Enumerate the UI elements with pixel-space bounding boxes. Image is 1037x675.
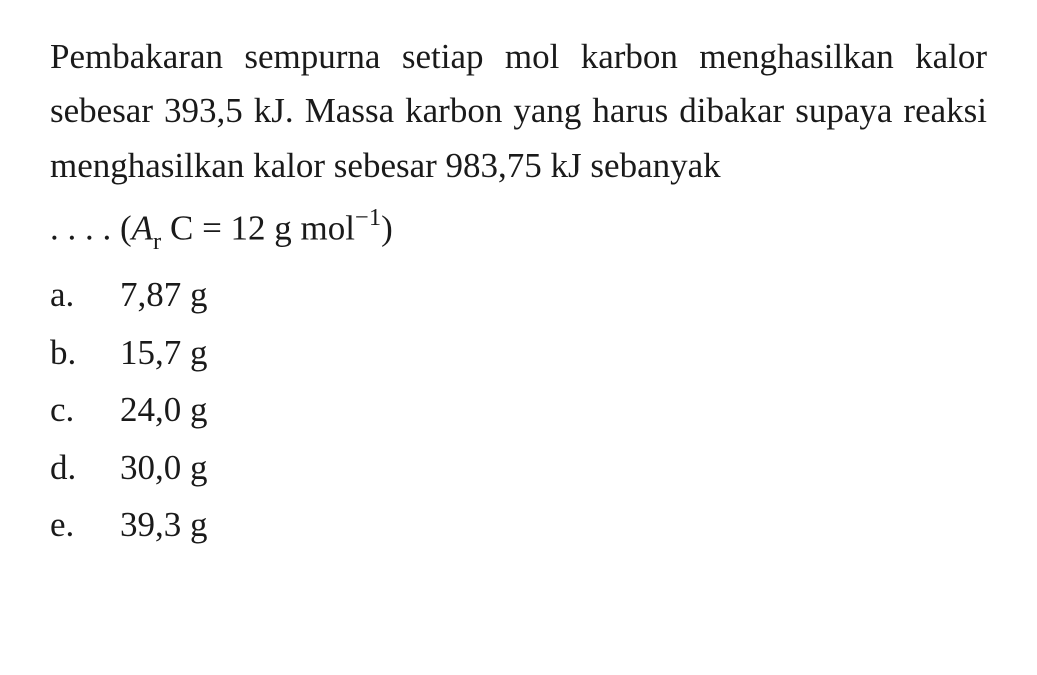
option-letter: b. bbox=[50, 327, 120, 380]
formula-line: . . . . (Ar C = 12 g mol−1) bbox=[50, 201, 987, 260]
question-container: Pembakaran sempurna setiap mol karbon me… bbox=[50, 30, 987, 552]
option-letter: c. bbox=[50, 384, 120, 437]
option-letter: d. bbox=[50, 442, 120, 495]
formula-mid: C = 12 g mol bbox=[161, 208, 355, 247]
formula-suffix: ) bbox=[381, 208, 393, 247]
option-value: 30,0 g bbox=[120, 442, 987, 495]
formula-variable: A bbox=[132, 208, 153, 247]
option-e: e. 39,3 g bbox=[50, 499, 987, 552]
option-letter: e. bbox=[50, 499, 120, 552]
options-list: a. 7,87 g b. 15,7 g c. 24,0 g d. 30,0 g … bbox=[50, 269, 987, 552]
question-text: Pembakaran sempurna setiap mol karbon me… bbox=[50, 30, 987, 193]
option-value: 15,7 g bbox=[120, 327, 987, 380]
option-value: 24,0 g bbox=[120, 384, 987, 437]
formula-prefix: . . . . ( bbox=[50, 208, 132, 247]
option-value: 7,87 g bbox=[120, 269, 987, 322]
option-c: c. 24,0 g bbox=[50, 384, 987, 437]
formula-subscript: r bbox=[153, 228, 161, 255]
option-value: 39,3 g bbox=[120, 499, 987, 552]
option-a: a. 7,87 g bbox=[50, 269, 987, 322]
option-d: d. 30,0 g bbox=[50, 442, 987, 495]
option-b: b. 15,7 g bbox=[50, 327, 987, 380]
formula-superscript: −1 bbox=[355, 204, 381, 231]
option-letter: a. bbox=[50, 269, 120, 322]
